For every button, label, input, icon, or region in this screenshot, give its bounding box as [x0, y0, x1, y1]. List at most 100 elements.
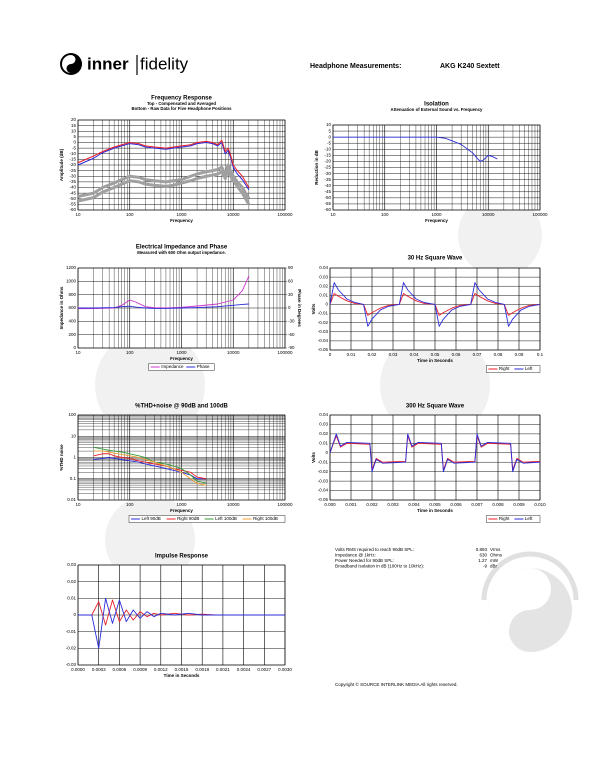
x-tick-label: 10 — [75, 350, 81, 355]
series-line — [93, 457, 207, 480]
y-tick-label: -0.01 — [318, 311, 329, 316]
x-tick-label: 0.05 — [431, 352, 440, 357]
y2-tick-label: -30 — [288, 319, 295, 324]
y-tick-label: -0.01 — [66, 629, 77, 634]
y-tick-label: -45 — [69, 190, 76, 195]
x-tick-label: 0.001 — [345, 502, 357, 507]
x-tick-label: 10 — [75, 212, 81, 217]
y-tick-label: -20 — [69, 162, 76, 167]
y-tick-label: 1000 — [66, 279, 77, 284]
x-tick-label: 10 — [330, 212, 336, 217]
y-tick-label: 0.01 — [319, 293, 328, 298]
y-tick-label: 10 — [326, 122, 332, 127]
y-tick-label: 0.01 — [67, 596, 76, 601]
legend-box — [486, 365, 541, 373]
y-tick-label: 0.02 — [319, 431, 328, 436]
y-tick-label: -15 — [69, 157, 76, 162]
y-tick-label: -50 — [324, 195, 331, 200]
stat-label: Impedance @ 1kHz: — [335, 553, 376, 558]
x-tick-label: 0.008 — [492, 502, 504, 507]
x-tick-label: 0.06 — [452, 352, 461, 357]
legend-label: Left — [525, 366, 533, 371]
y-tick-label: 10 — [71, 433, 77, 438]
y-tick-label: -55 — [69, 202, 76, 207]
y-tick-label: -0.03 — [318, 478, 329, 483]
y-tick-label: -35 — [69, 179, 76, 184]
y-tick-label: -25 — [324, 165, 331, 170]
x-tick-label: 10000 — [227, 212, 240, 217]
watermark — [488, 568, 551, 652]
series-line — [77, 142, 250, 191]
chart-title: 300 Hz Square Wave — [406, 404, 465, 410]
y2-tick-label: -90 — [288, 345, 295, 350]
x-tick-label: 0.04 — [410, 352, 419, 357]
x-tick-label: 0.0012 — [154, 667, 168, 672]
y-tick-label: 20 — [71, 117, 77, 122]
y-tick-label: 100 — [68, 412, 76, 417]
x-tick-label: 0.007 — [471, 502, 483, 507]
x-axis-label: Time in Seconds — [164, 673, 200, 678]
y2-tick-label: 60 — [288, 279, 294, 284]
x-tick-label: 100000 — [532, 212, 548, 217]
y-tick-label: -0.02 — [66, 646, 77, 651]
header-title: Headphone Measurements: — [310, 63, 401, 70]
brand-right: fidelity — [140, 54, 189, 73]
x-tick-label: 0 — [329, 352, 332, 357]
y-tick-label: 1200 — [66, 265, 77, 270]
y-tick-label: 1 — [73, 455, 76, 460]
y-tick-label: 0.01 — [319, 441, 328, 446]
watermark — [380, 330, 490, 440]
legend-label: Right — [499, 366, 510, 371]
x-tick-label: 0.0000 — [71, 667, 85, 672]
y-tick-label: 0 — [325, 450, 328, 455]
chart-title: Isolation — [424, 102, 449, 108]
y-tick-label: -20 — [324, 159, 331, 164]
x-tick-label: 100 — [126, 212, 134, 217]
stat-value: 0.893 — [476, 547, 488, 552]
x-tick-label: 0.009 — [513, 502, 525, 507]
series-line — [77, 163, 251, 200]
x-tick-label: 0.0003 — [92, 667, 106, 672]
y-tick-label: 0 — [73, 345, 76, 350]
legend-label: Right 90dB — [177, 516, 199, 521]
watermarks — [95, 193, 579, 652]
x-tick-label: 0.0030 — [278, 667, 292, 672]
chart-subtitle: Bottom - Raw Data for Five Headphone Pos… — [131, 106, 232, 111]
y-axis-label: Reduction in dB — [314, 150, 319, 185]
x-axis-label: Frequency — [170, 356, 193, 361]
stat-unit: dBr — [490, 564, 498, 569]
x-tick-label: 100 — [381, 212, 389, 217]
x-tick-label: 100 — [126, 350, 134, 355]
y2-tick-label: 0 — [288, 305, 291, 310]
x-tick-label: 0.0006 — [113, 667, 127, 672]
y-tick-label: 0.03 — [67, 562, 76, 567]
series-line — [333, 136, 498, 162]
y-tick-label: -0.04 — [318, 488, 329, 493]
y-tick-label: -60 — [69, 207, 76, 212]
series-line — [329, 282, 541, 327]
x-axis-label: Time in Seconds — [417, 508, 453, 513]
y-tick-label: -40 — [324, 183, 331, 188]
x-tick-label: 0.000 — [324, 502, 336, 507]
series-line — [78, 597, 285, 649]
y-tick-label: 600 — [68, 305, 76, 310]
x-tick-label: 0.0024 — [237, 667, 251, 672]
stat-value: 1.27 — [478, 558, 487, 563]
y-axis-label: Amplitude (dB) — [59, 148, 64, 181]
copyright: Copyright © SOURCE INTERLINK MEDIA All r… — [335, 681, 458, 687]
x-tick-label: 1000 — [176, 502, 187, 507]
legend-label: Right — [499, 516, 510, 521]
y2-tick-label: 30 — [288, 292, 294, 297]
stat-unit: Ohms — [490, 553, 503, 558]
y-tick-label: 0.04 — [319, 265, 328, 270]
x-tick-label: 0.0021 — [216, 667, 230, 672]
x-tick-label: 0.07 — [473, 352, 482, 357]
x-tick-label: 10000 — [227, 350, 240, 355]
legend-label: Left 90dB — [142, 516, 161, 521]
y-tick-label: -50 — [69, 196, 76, 201]
x-tick-label: 0.004 — [408, 502, 420, 507]
x-tick-label: 0.0015 — [175, 667, 189, 672]
series-line — [329, 433, 541, 473]
logo-icon — [62, 55, 76, 73]
y-tick-label: 0 — [73, 612, 76, 617]
